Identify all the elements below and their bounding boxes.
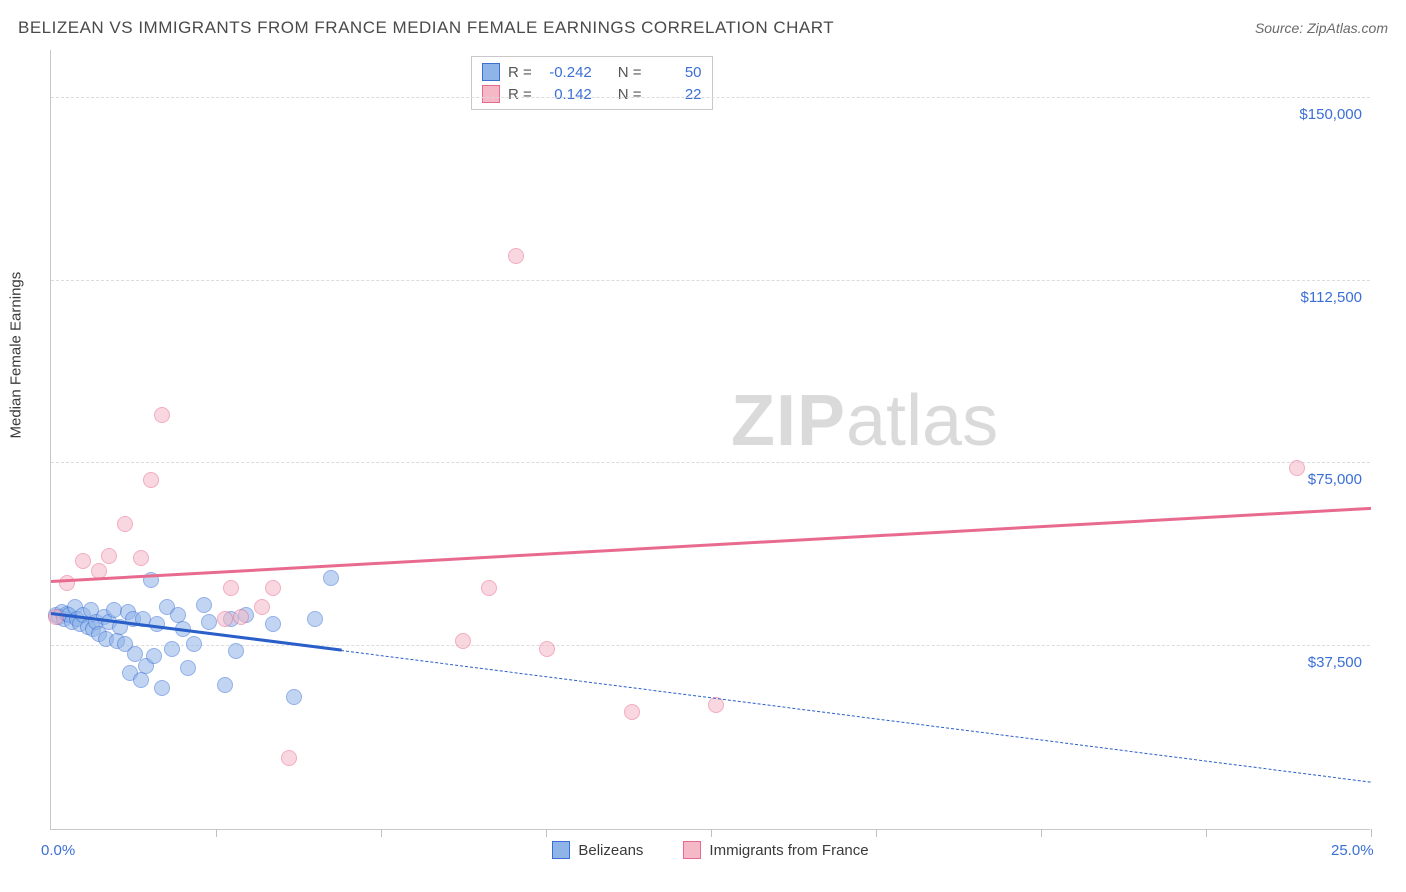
y-tick-label: $112,500 bbox=[1287, 289, 1362, 306]
data-point bbox=[186, 636, 202, 652]
gridline bbox=[51, 97, 1370, 98]
data-point bbox=[508, 248, 524, 264]
data-point bbox=[455, 633, 471, 649]
x-tick bbox=[381, 829, 382, 837]
x-tick bbox=[876, 829, 877, 837]
data-point bbox=[154, 407, 170, 423]
data-point bbox=[228, 643, 244, 659]
legend-item-belizeans: Belizeans bbox=[552, 841, 643, 859]
data-point bbox=[117, 516, 133, 532]
chart-title: BELIZEAN VS IMMIGRANTS FROM FRANCE MEDIA… bbox=[18, 18, 834, 38]
gridline bbox=[51, 645, 1370, 646]
legend-swatch-belizeans bbox=[552, 841, 570, 859]
y-tick-label: $150,000 bbox=[1287, 106, 1362, 123]
data-point bbox=[307, 611, 323, 627]
data-point bbox=[223, 580, 239, 596]
data-point bbox=[281, 750, 297, 766]
data-point bbox=[101, 548, 117, 564]
data-point bbox=[196, 597, 212, 613]
y-axis-title: Median Female Earnings bbox=[8, 272, 25, 439]
x-tick bbox=[216, 829, 217, 837]
data-point bbox=[624, 704, 640, 720]
y-tick-label: $37,500 bbox=[1287, 654, 1362, 671]
data-point bbox=[539, 641, 555, 657]
data-point bbox=[1289, 460, 1305, 476]
x-tick bbox=[1371, 829, 1372, 837]
legend-item-france: Immigrants from France bbox=[683, 841, 868, 859]
data-point bbox=[170, 607, 186, 623]
regression-line-extrapolated bbox=[341, 650, 1371, 783]
gridline bbox=[51, 280, 1370, 281]
series-legend: Belizeans Immigrants from France bbox=[51, 841, 1370, 859]
data-point bbox=[265, 580, 281, 596]
regression-line bbox=[51, 507, 1371, 583]
plot-area: ZIPatlas R = -0.242 N = 50 R = 0.142 N =… bbox=[50, 50, 1370, 830]
chart-header: BELIZEAN VS IMMIGRANTS FROM FRANCE MEDIA… bbox=[18, 18, 1388, 38]
corr-row-france: R = 0.142 N = 22 bbox=[482, 83, 702, 105]
data-point bbox=[154, 680, 170, 696]
data-point bbox=[286, 689, 302, 705]
data-point bbox=[323, 570, 339, 586]
x-tick-label: 0.0% bbox=[41, 842, 75, 859]
data-point bbox=[217, 611, 233, 627]
legend-swatch-france bbox=[683, 841, 701, 859]
data-point bbox=[75, 553, 91, 569]
data-point bbox=[146, 648, 162, 664]
r-value-france: 0.142 bbox=[540, 86, 592, 103]
x-tick bbox=[1041, 829, 1042, 837]
source-attribution: Source: ZipAtlas.com bbox=[1255, 20, 1388, 36]
x-tick bbox=[711, 829, 712, 837]
corr-row-belizeans: R = -0.242 N = 50 bbox=[482, 61, 702, 83]
data-point bbox=[233, 609, 249, 625]
data-point bbox=[133, 550, 149, 566]
x-tick-label: 25.0% bbox=[1331, 842, 1374, 859]
r-value-belizeans: -0.242 bbox=[540, 64, 592, 81]
data-point bbox=[481, 580, 497, 596]
n-value-france: 22 bbox=[650, 86, 702, 103]
gridline bbox=[51, 462, 1370, 463]
data-point bbox=[254, 599, 270, 615]
n-value-belizeans: 50 bbox=[650, 64, 702, 81]
data-point bbox=[217, 677, 233, 693]
data-point bbox=[180, 660, 196, 676]
watermark: ZIPatlas bbox=[731, 380, 998, 462]
data-point bbox=[164, 641, 180, 657]
x-tick bbox=[1206, 829, 1207, 837]
data-point bbox=[133, 672, 149, 688]
swatch-france bbox=[482, 85, 500, 103]
data-point bbox=[201, 614, 217, 630]
data-point bbox=[59, 575, 75, 591]
correlation-legend: R = -0.242 N = 50 R = 0.142 N = 22 bbox=[471, 56, 713, 110]
x-tick bbox=[546, 829, 547, 837]
data-point bbox=[143, 472, 159, 488]
swatch-belizeans bbox=[482, 63, 500, 81]
data-point bbox=[265, 616, 281, 632]
